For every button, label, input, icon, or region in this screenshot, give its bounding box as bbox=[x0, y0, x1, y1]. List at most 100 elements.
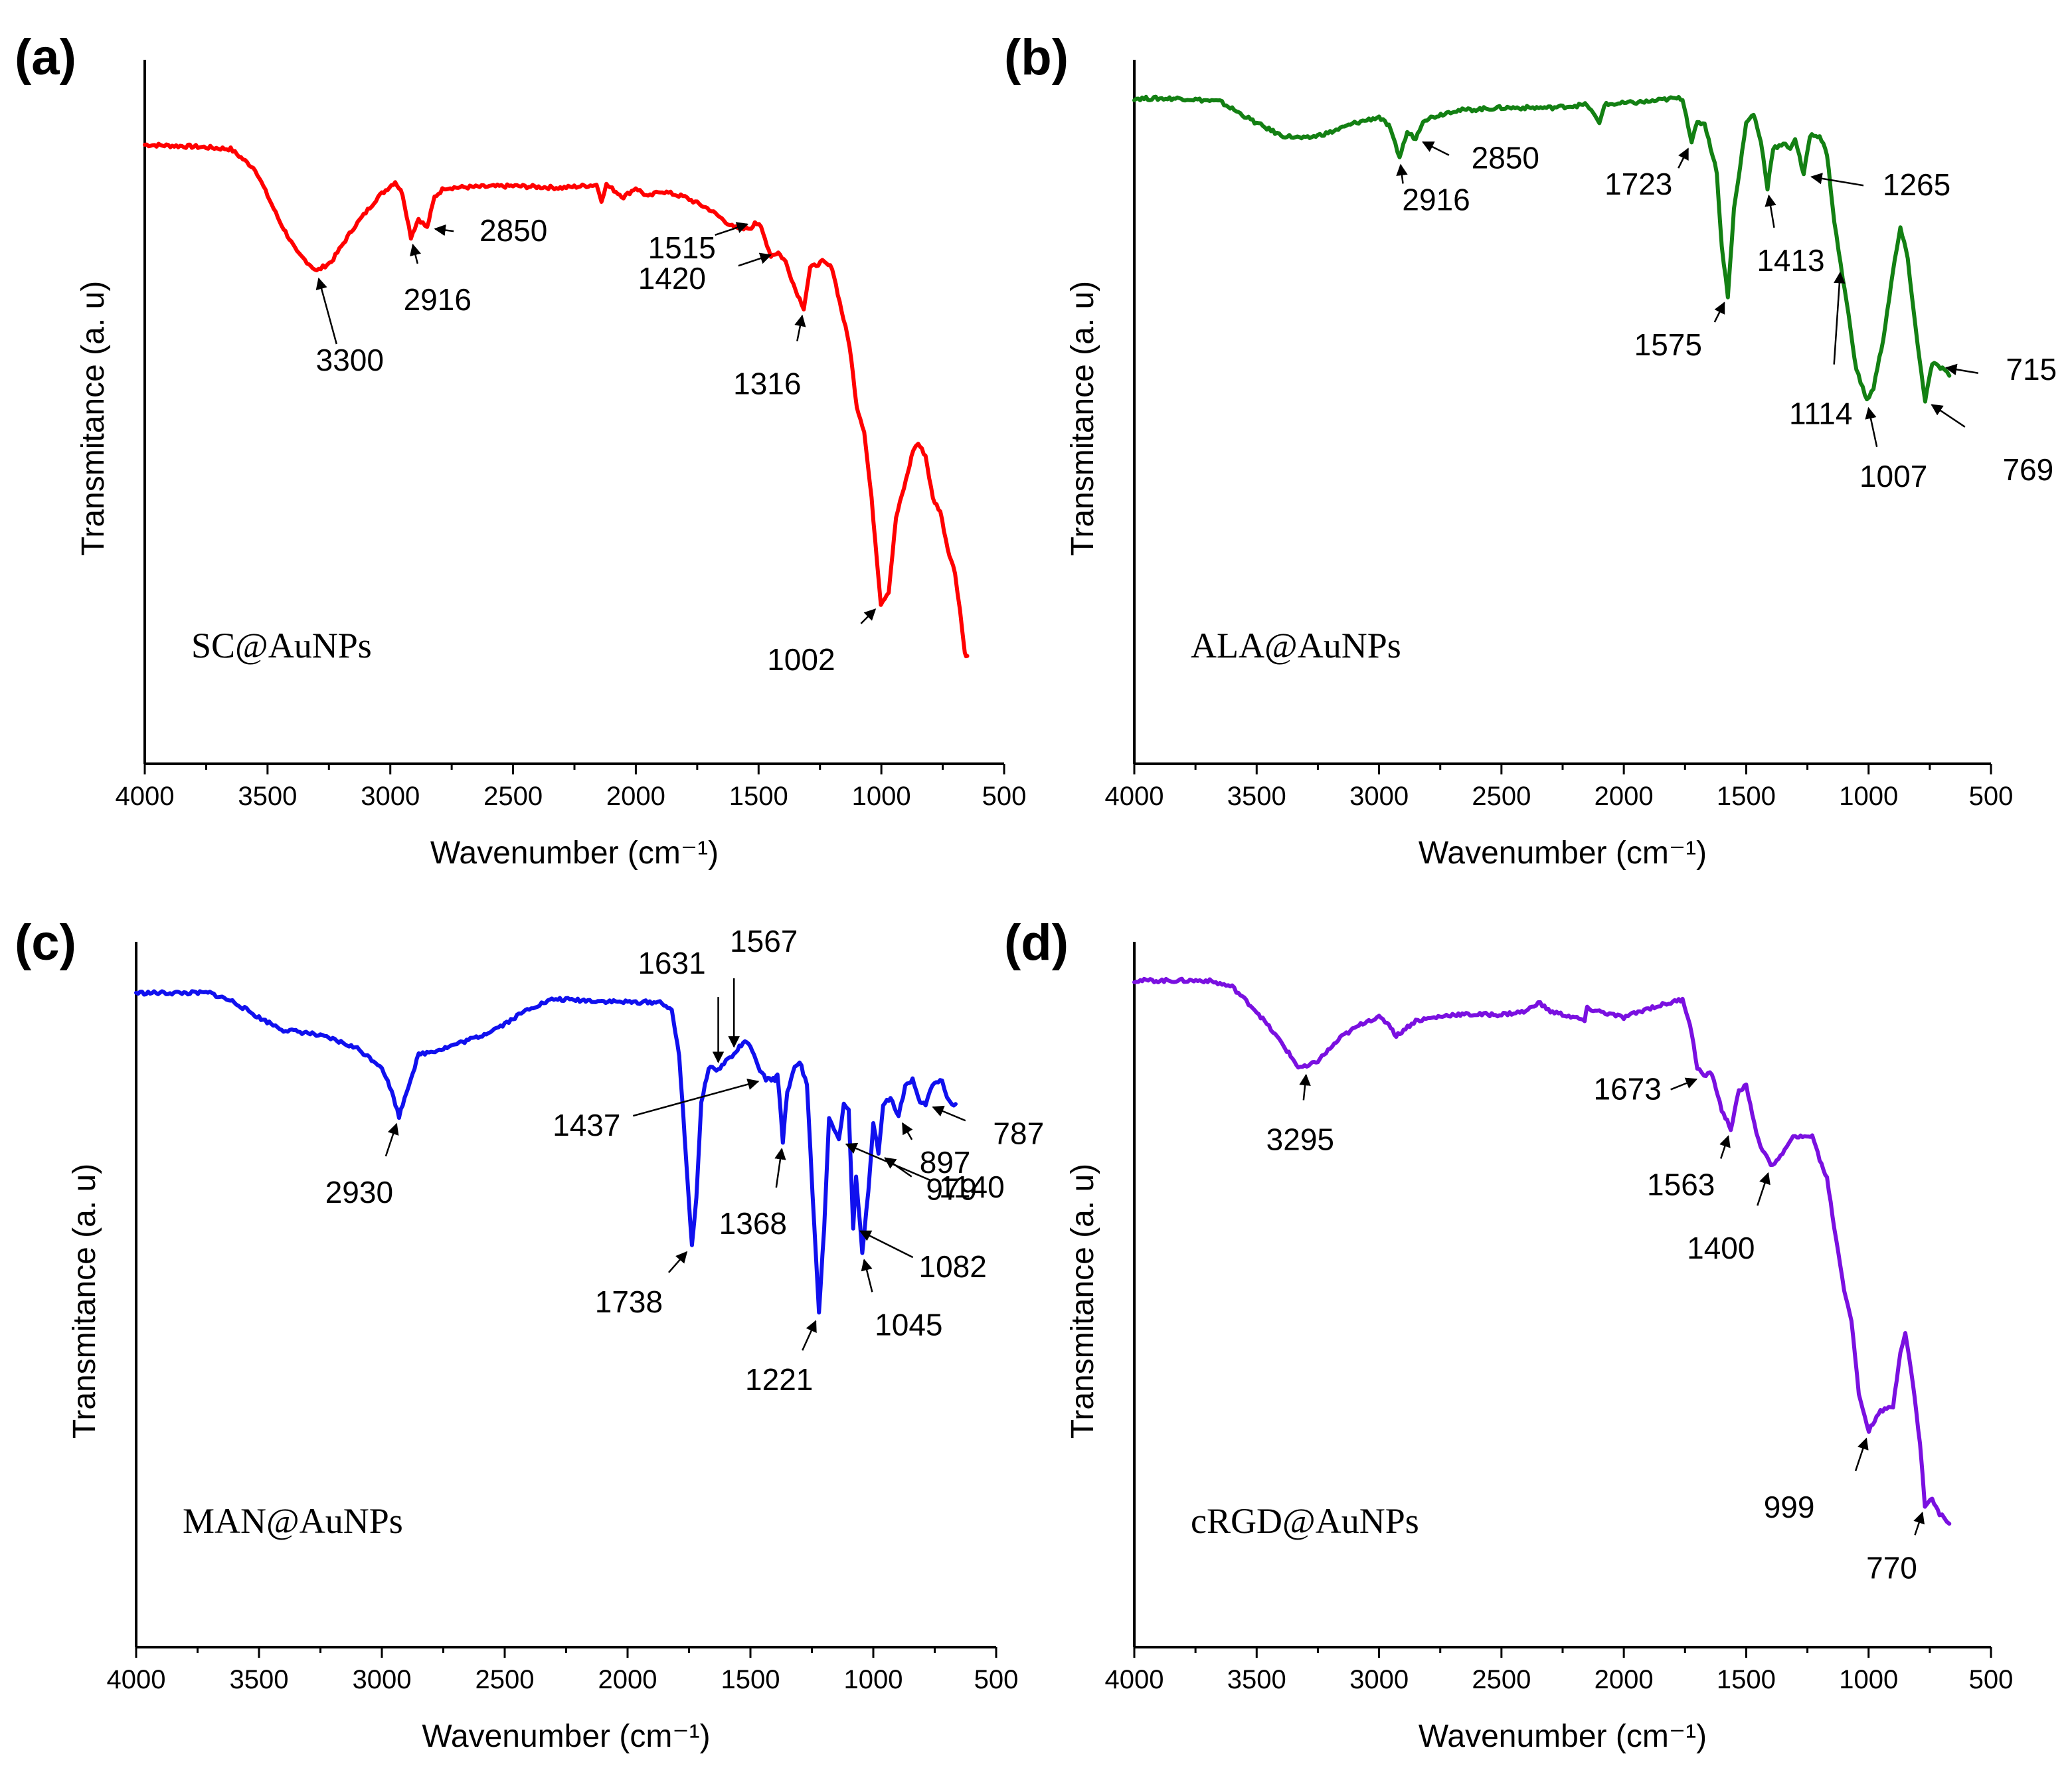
x-tick-label: 4000 bbox=[1105, 1665, 1164, 1694]
spectrum-line bbox=[143, 141, 970, 659]
peak-arrow bbox=[410, 243, 421, 264]
peak-arrow bbox=[715, 222, 749, 236]
x-axis-title: Wavenumber (cm⁻¹) bbox=[1419, 1719, 1707, 1754]
peak-label: 1316 bbox=[733, 367, 801, 401]
peak-label: 1265 bbox=[1883, 167, 1950, 202]
chart-panel-a: 4000 3500 3000 2500 2000 1500 1000 500 Wavenumbe… bbox=[15, 29, 1026, 871]
peak-label: 2850 bbox=[479, 213, 547, 248]
peak-label: 3300 bbox=[316, 343, 384, 377]
x-tick-label: 500 bbox=[974, 1665, 1019, 1694]
peak-arrow bbox=[1396, 163, 1408, 184]
peak-arrow bbox=[859, 1230, 914, 1259]
peak-label: 787 bbox=[993, 1116, 1044, 1150]
peak-arrow bbox=[1670, 1077, 1698, 1091]
x-tick-label: 1500 bbox=[729, 782, 788, 811]
peak-label: 999 bbox=[1764, 1490, 1815, 1524]
peak-arrow bbox=[861, 1259, 873, 1292]
peak-arrow bbox=[1854, 1437, 1869, 1472]
peak-label: 1007 bbox=[1859, 459, 1927, 493]
peak-label: 769 bbox=[2002, 452, 2053, 487]
peak-arrow bbox=[1299, 1073, 1311, 1101]
x-tick-label: 2500 bbox=[1472, 1665, 1531, 1694]
peak-label: 1045 bbox=[875, 1307, 942, 1342]
x-tick-label: 1000 bbox=[1839, 1665, 1898, 1694]
x-tick-label: 2000 bbox=[606, 782, 665, 811]
x-tick-label: 3500 bbox=[230, 1665, 289, 1694]
peak-label: 1567 bbox=[730, 924, 798, 958]
x-tick-label: 1500 bbox=[1717, 782, 1776, 811]
x-tick-label: 3500 bbox=[1227, 1665, 1286, 1694]
x-tick-label: 4000 bbox=[116, 782, 175, 811]
peak-arrow bbox=[884, 1157, 912, 1178]
panel-label: (c) bbox=[15, 915, 76, 971]
peak-label: 1368 bbox=[719, 1206, 787, 1241]
y-axis-title: Transmitance (a. u) bbox=[1065, 1164, 1100, 1439]
sample-label: ALA@AuNPs bbox=[1191, 626, 1401, 665]
y-axis-title: Transmitance (a. u) bbox=[1065, 281, 1100, 556]
peak-label: 1420 bbox=[638, 261, 706, 296]
peak-label: 2916 bbox=[404, 282, 472, 317]
peak-label: 2850 bbox=[1472, 141, 1539, 175]
peak-arrow bbox=[1931, 404, 1966, 428]
peak-arrow bbox=[1833, 271, 1846, 365]
peak-label: 770 bbox=[1866, 1550, 1917, 1585]
peak-label: 2930 bbox=[325, 1175, 393, 1209]
peak-label: 1738 bbox=[595, 1285, 663, 1319]
y-axis-title: Transmitance (a. u) bbox=[67, 1164, 102, 1439]
peak-arrow bbox=[802, 1320, 817, 1351]
peak-arrow bbox=[632, 1079, 760, 1117]
x-tick-label: 1000 bbox=[852, 782, 911, 811]
peak-arrow bbox=[1765, 194, 1776, 228]
peak-label: 1673 bbox=[1593, 1071, 1661, 1106]
peak-label: 1723 bbox=[1604, 167, 1672, 201]
panel-label: (a) bbox=[15, 29, 76, 86]
peak-arrow bbox=[1944, 363, 1978, 375]
peak-arrow bbox=[860, 608, 877, 624]
peak-label: 715 bbox=[2006, 352, 2057, 387]
x-tick-label: 4000 bbox=[107, 1665, 166, 1694]
peak-arrow bbox=[1422, 141, 1450, 156]
x-tick-label: 2000 bbox=[1595, 1665, 1654, 1694]
peak-arrow bbox=[1719, 1135, 1731, 1159]
x-tick-label: 2500 bbox=[483, 782, 543, 811]
peak-arrow bbox=[1913, 1511, 1925, 1536]
x-axis-title: Wavenumber (cm⁻¹) bbox=[430, 836, 719, 871]
peak-arrow bbox=[1678, 147, 1689, 169]
x-tick-label: 3000 bbox=[1349, 782, 1409, 811]
x-tick-label: 2000 bbox=[1595, 782, 1654, 811]
peak-label: 2916 bbox=[1402, 182, 1470, 217]
peak-arrow bbox=[434, 224, 454, 236]
panel-label: (d) bbox=[1004, 915, 1069, 971]
peak-label: 1082 bbox=[918, 1249, 986, 1284]
peak-label: 1437 bbox=[553, 1108, 620, 1142]
x-tick-label: 3500 bbox=[1227, 782, 1286, 811]
x-tick-label: 3000 bbox=[353, 1665, 412, 1694]
peak-arrow bbox=[901, 1122, 913, 1140]
x-tick-label: 1000 bbox=[1839, 782, 1898, 811]
spectrum-line bbox=[1132, 976, 1952, 1526]
peak-label: 1413 bbox=[1757, 243, 1824, 278]
panel-label: (b) bbox=[1004, 29, 1069, 86]
sample-label: SC@AuNPs bbox=[191, 626, 372, 665]
peak-label: 1575 bbox=[1634, 327, 1702, 362]
peak-arrow bbox=[1810, 173, 1864, 187]
peak-arrow bbox=[738, 252, 772, 267]
chart-panel-c: 4000 3500 3000 2500 2000 1500 1000 500 Wavenumbe… bbox=[15, 915, 1044, 1754]
peak-label: 1114 bbox=[1789, 397, 1853, 431]
x-axis-title: Wavenumber (cm⁻¹) bbox=[1419, 836, 1707, 871]
x-tick-label: 3000 bbox=[1349, 1665, 1409, 1694]
peak-arrow bbox=[385, 1122, 399, 1157]
peak-arrow bbox=[774, 1148, 786, 1188]
chart-panel-d: 4000 3500 3000 2500 2000 1500 1000 500 Wavenumbe… bbox=[1004, 915, 2013, 1754]
peak-label: 897 bbox=[920, 1145, 971, 1180]
sample-label: MAN@AuNPs bbox=[183, 1501, 403, 1541]
x-tick-label: 1500 bbox=[1717, 1665, 1776, 1694]
x-tick-label: 500 bbox=[982, 782, 1027, 811]
peak-arrow bbox=[315, 277, 338, 345]
chart-panel-b: 4000 3500 3000 2500 2000 1500 1000 500 Wavenumbe… bbox=[1004, 29, 2057, 871]
x-tick-label: 4000 bbox=[1105, 782, 1164, 811]
peak-arrow bbox=[667, 1251, 688, 1273]
peak-arrow bbox=[1865, 406, 1878, 448]
peak-label: 1140 bbox=[939, 1170, 1005, 1204]
peak-label: 979 bbox=[926, 1172, 977, 1207]
